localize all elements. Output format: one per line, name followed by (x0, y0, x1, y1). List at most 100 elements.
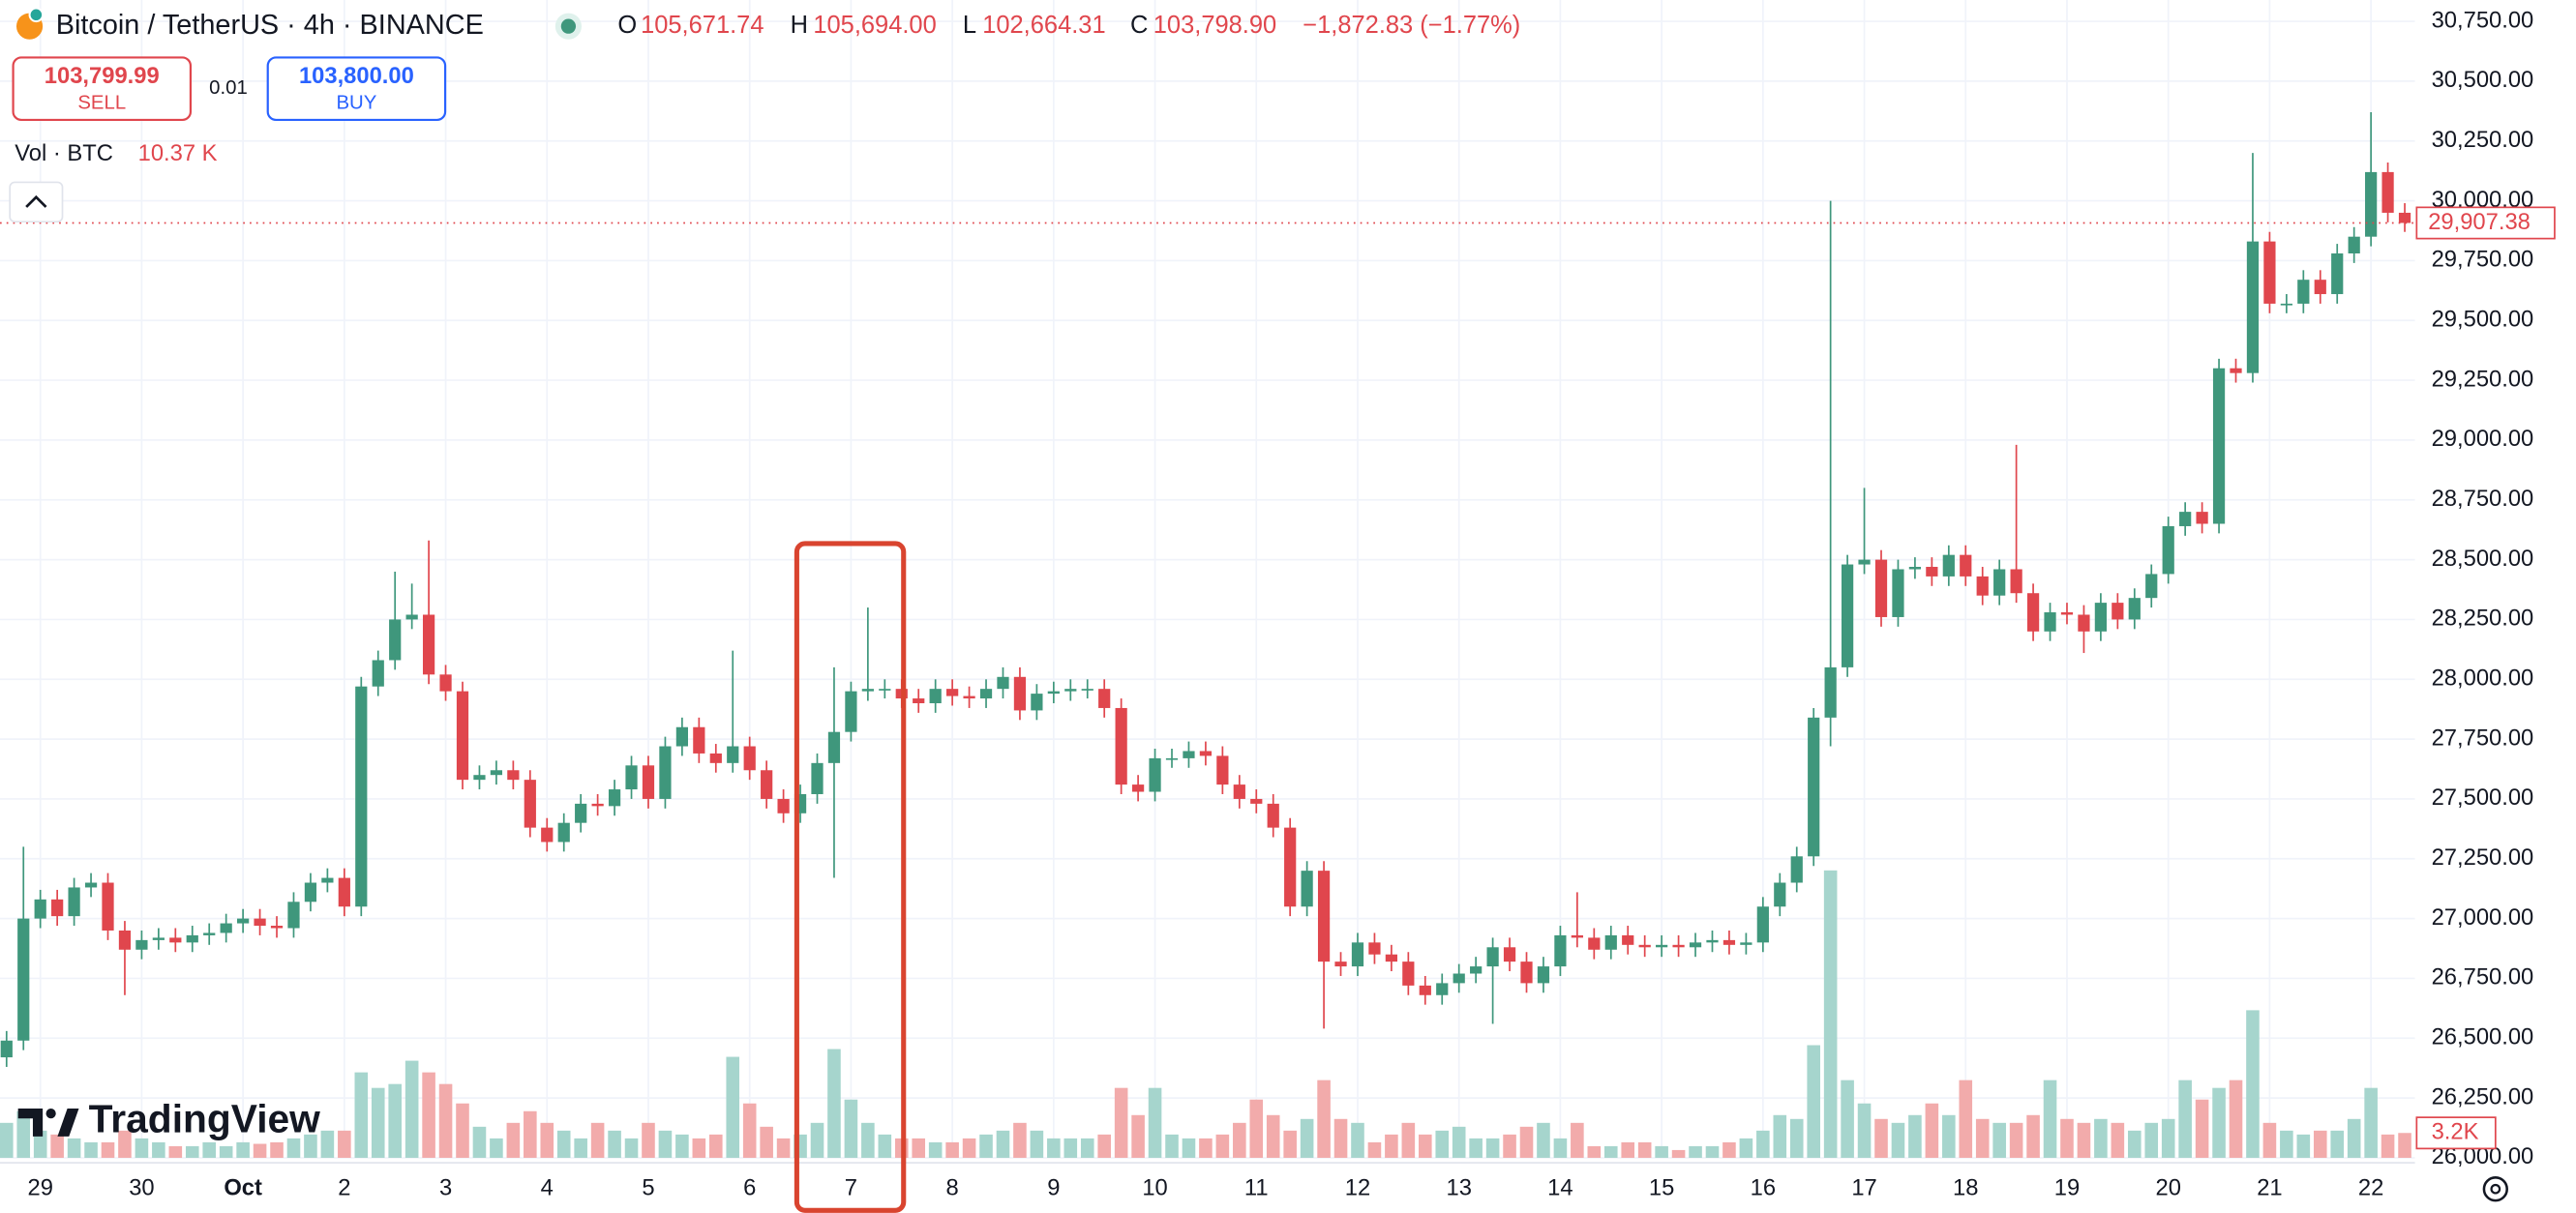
candle-body (659, 746, 672, 799)
x-tick-label: 21 (2257, 1174, 2282, 1200)
candle-body (2263, 241, 2276, 304)
candle-body (827, 731, 841, 763)
collapse-button[interactable] (9, 181, 64, 223)
candle-body (1165, 757, 1179, 760)
candle-body (675, 726, 688, 747)
candle-body (2145, 574, 2158, 599)
volume-bar (1435, 1130, 1450, 1158)
y-tick-label: 27,750.00 (2432, 725, 2534, 751)
volume-bar (2212, 1087, 2226, 1158)
status-dot (560, 18, 577, 34)
ohlc-label: O (617, 12, 637, 39)
volume-bar (1199, 1138, 1213, 1158)
candle-body (1892, 569, 1904, 617)
last-volume-label: 3.2K (2432, 1119, 2479, 1145)
volume-bar (1097, 1134, 1111, 1158)
candle-body (1537, 966, 1550, 984)
candle-body (422, 614, 435, 675)
volume-bar (2128, 1130, 2142, 1158)
volume-bar (2296, 1134, 2311, 1158)
candle-body (913, 698, 925, 704)
y-tick-label: 29,750.00 (2432, 247, 2534, 273)
volume-bar (1925, 1103, 1939, 1158)
candle-body (2348, 236, 2360, 253)
volume-bar (1992, 1122, 2006, 1158)
volume-bar (304, 1134, 317, 1158)
y-tick-label: 28,000.00 (2432, 666, 2534, 692)
x-tick-label: 6 (743, 1174, 756, 1200)
volume-bar (1131, 1114, 1145, 1158)
volume-bar (945, 1141, 959, 1158)
volume-bar (101, 1141, 115, 1158)
candle-body (1976, 576, 1989, 596)
candle-body (861, 689, 874, 692)
collapse-icon (25, 194, 47, 208)
candle-body (1368, 942, 1381, 955)
sell-button[interactable] (12, 56, 193, 122)
volume-title: Vol · BTC (15, 140, 113, 166)
candle-body (524, 780, 536, 828)
candle-body (1131, 784, 1145, 792)
candle-body (2094, 603, 2107, 632)
volume-bar (2398, 1133, 2411, 1158)
volume-bar (726, 1056, 740, 1158)
x-tick-label: 29 (27, 1174, 52, 1200)
candle-body (541, 827, 554, 843)
volume-bar (2262, 1122, 2277, 1158)
volume-bar (2161, 1118, 2175, 1158)
candle-body (270, 926, 284, 929)
volume-bar (2009, 1122, 2023, 1158)
volume-bar (2111, 1122, 2125, 1158)
candle-body (1031, 694, 1043, 711)
volume-bar (742, 1103, 757, 1158)
volume-bar (152, 1141, 165, 1158)
settings-icon[interactable] (2482, 1176, 2508, 1202)
last-volume-box (2415, 1116, 2497, 1150)
candle-body (2398, 212, 2411, 223)
candle-body (372, 660, 384, 687)
volume-bar (253, 1143, 267, 1158)
candle-body (102, 882, 114, 931)
volume-bar (1419, 1134, 1432, 1158)
candle-body (1942, 554, 1955, 577)
volume-bar (540, 1122, 554, 1158)
x-tick-label: 7 (845, 1174, 857, 1200)
time-axis-bg (0, 1163, 2576, 1213)
candle-body (304, 882, 317, 902)
volume-bar (2330, 1130, 2345, 1158)
volume-bar (2060, 1118, 2074, 1158)
candle-body (1960, 554, 1972, 577)
volume-bar (84, 1141, 98, 1158)
ohlc-label: C (1130, 12, 1148, 39)
volume-bar (928, 1141, 943, 1158)
x-tick-label: 8 (946, 1174, 959, 1200)
y-tick-label: 30,500.00 (2432, 67, 2534, 93)
volume-bar (1452, 1126, 1466, 1158)
candle-body (2078, 614, 2090, 632)
volume-bar (1789, 1118, 1804, 1158)
candle-body (237, 918, 250, 924)
candle-body (17, 918, 30, 1041)
volume-bar (1030, 1130, 1044, 1158)
candle-body (1486, 947, 1499, 967)
candle-body (1402, 962, 1415, 986)
candle-body (1199, 751, 1213, 756)
candle-body (1722, 939, 1736, 945)
volume-bar (286, 1138, 301, 1158)
volume-bar (422, 1072, 435, 1158)
volume-bar (2313, 1130, 2327, 1158)
candle-body (997, 676, 1009, 690)
last-price-label: 29,907.38 (2428, 209, 2531, 235)
x-tick-label: 11 (1244, 1174, 1269, 1200)
volume-bar (2043, 1080, 2057, 1158)
candle-body (473, 775, 486, 781)
candle-body (439, 674, 452, 692)
candle-body (1098, 689, 1111, 708)
candle-body (946, 689, 959, 696)
ohlc-value: 105,671.74 (641, 12, 764, 39)
volume-bar (1891, 1122, 1905, 1158)
candle-body (1554, 934, 1567, 967)
x-tick-label: 14 (1547, 1174, 1573, 1200)
buy-button[interactable] (266, 56, 447, 122)
volume-bar (0, 1122, 14, 1158)
